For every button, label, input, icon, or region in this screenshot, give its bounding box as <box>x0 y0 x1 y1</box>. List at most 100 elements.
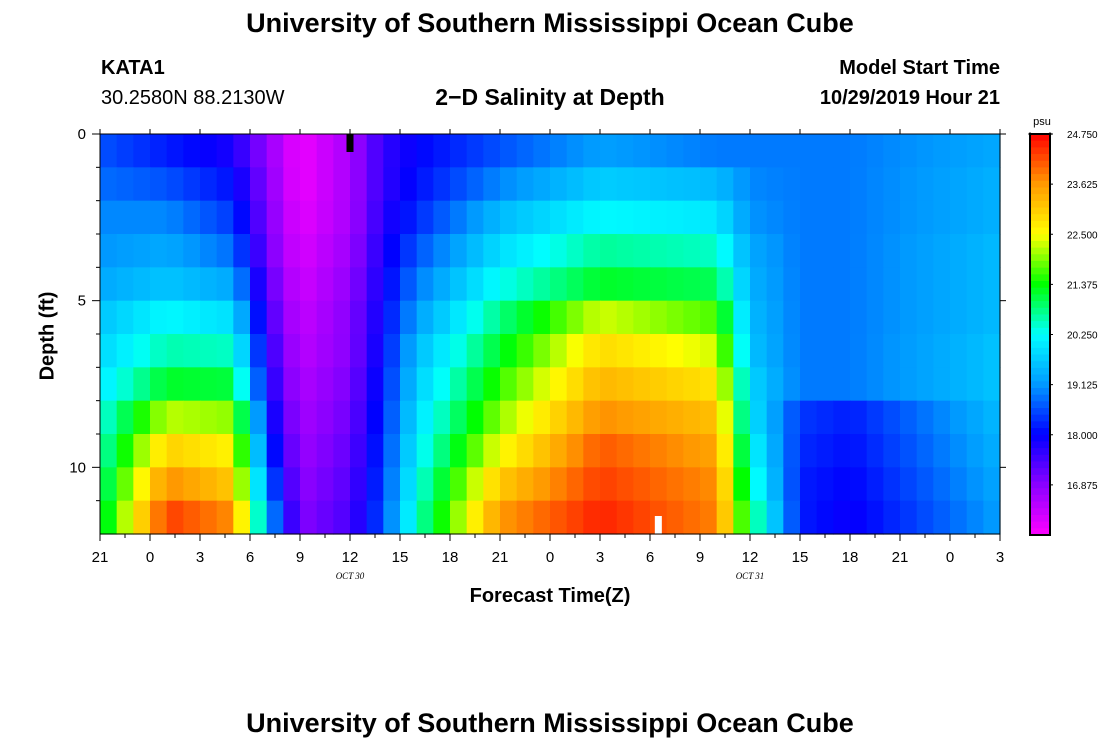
heatmap-cell <box>516 167 534 202</box>
heatmap-cell <box>183 134 201 168</box>
colorbar-tick-label: 18.000 <box>1067 431 1098 442</box>
heatmap-cell <box>383 134 401 168</box>
heatmap-cell <box>300 467 318 502</box>
heatmap-cell <box>466 434 484 468</box>
heatmap-cell <box>850 167 868 202</box>
heatmap-cell <box>300 434 318 468</box>
heatmap-cell <box>700 334 718 368</box>
colorbar-segment <box>1030 381 1050 389</box>
heatmap-cell <box>283 167 301 202</box>
heatmap-cell <box>550 467 568 502</box>
heatmap-cell <box>100 300 118 335</box>
heatmap-cell <box>433 200 451 235</box>
heatmap-cell <box>816 500 834 535</box>
heatmap-cell <box>833 234 851 268</box>
heatmap-cell <box>166 300 184 335</box>
heatmap-cell <box>416 500 434 535</box>
colorbar-segment <box>1030 454 1050 463</box>
heatmap-cell <box>450 167 468 202</box>
heatmap-cell <box>216 267 234 302</box>
heatmap-cell <box>750 300 768 335</box>
heatmap-cell <box>816 300 834 335</box>
heatmap-cell <box>116 167 134 202</box>
heatmap-cell <box>366 300 384 335</box>
heatmap-cell <box>600 134 618 168</box>
heatmap-cell <box>116 334 134 368</box>
heatmap-cell <box>133 267 151 302</box>
heatmap-cell <box>483 167 501 202</box>
heatmap-cell <box>483 334 501 368</box>
heatmap-cell <box>683 267 701 302</box>
heatmap-cell <box>250 434 268 468</box>
heatmap-cell <box>916 267 934 302</box>
heatmap-cell <box>450 200 468 235</box>
y-tick-label: 10 <box>69 459 86 476</box>
colorbar-tick-label: 21.375 <box>1067 280 1098 291</box>
heatmap-cell <box>533 267 551 302</box>
heatmap-cell <box>216 367 234 402</box>
heatmap-cell <box>833 200 851 235</box>
heatmap-cell <box>966 200 984 235</box>
time-marker <box>346 134 354 152</box>
heatmap-cell <box>466 267 484 302</box>
heatmap-cell <box>850 400 868 435</box>
colorbar-segment <box>1030 254 1050 262</box>
heatmap-cell <box>566 200 584 235</box>
heatmap-cell <box>383 234 401 268</box>
heatmap-cell <box>300 500 318 535</box>
heatmap-cell <box>366 200 384 235</box>
heatmap-cell <box>950 434 968 468</box>
heatmap-cell <box>816 134 834 168</box>
heatmap-cell <box>800 234 818 268</box>
heatmap-cell <box>383 167 401 202</box>
heatmap-cell <box>600 234 618 268</box>
heatmap-cell <box>150 200 168 235</box>
heatmap-cell <box>983 234 1001 268</box>
x-tick-label: 12 <box>742 549 759 566</box>
heatmap-cell <box>366 400 384 435</box>
heatmap-cell <box>116 134 134 168</box>
heatmap-cell <box>883 467 901 502</box>
heatmap-cell <box>250 500 268 535</box>
heatmap-cell <box>450 434 468 468</box>
heatmap-cell <box>116 200 134 235</box>
heatmap-cell <box>850 267 868 302</box>
heatmap-cell <box>116 267 134 302</box>
heatmap-cell <box>233 267 251 302</box>
heatmap-cell <box>766 500 784 535</box>
heatmap-cell <box>316 434 334 468</box>
colorbar-segment <box>1030 508 1050 516</box>
heatmap-cell <box>183 500 201 535</box>
heatmap-cell <box>733 467 751 502</box>
heatmap-cell <box>200 400 218 435</box>
heatmap-cell <box>683 434 701 468</box>
heatmap-cell <box>216 434 234 468</box>
heatmap-cell <box>750 434 768 468</box>
heatmap-cell <box>850 200 868 235</box>
model-start-label: Model Start Time <box>839 57 1000 79</box>
heatmap-cell <box>716 367 734 402</box>
heatmap-cell <box>250 467 268 502</box>
colorbar: psu 24.750 23.625 22.500 21.375 20.250 19.125 1… <box>1028 116 1098 536</box>
heatmap-cell <box>766 434 784 468</box>
heatmap-cell <box>666 500 684 535</box>
x-tick-label: 12 <box>342 549 359 566</box>
heatmap-cell <box>450 367 468 402</box>
heatmap-cell <box>950 467 968 502</box>
heatmap-cell <box>633 500 651 535</box>
heatmap-cell <box>633 434 651 468</box>
x-tick-label: 6 <box>646 549 654 566</box>
heatmap-cell <box>466 200 484 235</box>
heatmap-cell <box>883 267 901 302</box>
heatmap-cell <box>516 234 534 268</box>
heatmap-cell <box>200 300 218 335</box>
heatmap-cell <box>700 400 718 435</box>
heatmap-cell <box>966 400 984 435</box>
heatmap-cell <box>283 267 301 302</box>
heatmap-cell <box>200 134 218 168</box>
heatmap-cell <box>650 467 668 502</box>
heatmap-cell <box>350 234 368 268</box>
heatmap-cell <box>650 434 668 468</box>
x-tick-label: 18 <box>442 549 459 566</box>
heatmap-cell <box>616 300 634 335</box>
